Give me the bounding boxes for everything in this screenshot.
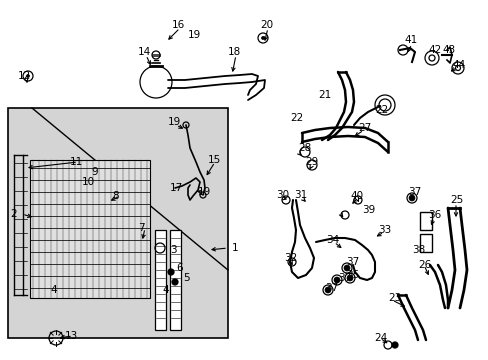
- Text: 26: 26: [417, 260, 430, 270]
- Text: 27: 27: [357, 123, 370, 133]
- Text: 37: 37: [325, 283, 338, 293]
- Bar: [419, 234, 431, 252]
- Circle shape: [346, 275, 352, 281]
- Text: 1: 1: [231, 243, 238, 253]
- Text: 29: 29: [305, 157, 318, 167]
- Text: 7: 7: [138, 223, 144, 233]
- Text: 20: 20: [260, 20, 273, 30]
- Text: 12: 12: [18, 71, 31, 81]
- Text: 19: 19: [168, 117, 181, 127]
- Text: 23: 23: [387, 293, 401, 303]
- Bar: [170, 230, 181, 330]
- Text: 21: 21: [317, 90, 330, 100]
- Text: 11: 11: [70, 157, 83, 167]
- Text: 13: 13: [65, 331, 78, 341]
- Text: 31: 31: [293, 190, 306, 200]
- Text: 19: 19: [198, 187, 211, 197]
- Circle shape: [343, 265, 349, 271]
- Text: 17: 17: [170, 183, 183, 193]
- Text: 44: 44: [451, 60, 464, 70]
- Text: 36: 36: [427, 210, 440, 220]
- Text: 43: 43: [441, 45, 454, 55]
- Circle shape: [391, 342, 397, 348]
- Bar: [30, 160, 150, 298]
- Text: 37: 37: [346, 257, 359, 267]
- Text: 42: 42: [427, 45, 440, 55]
- Circle shape: [325, 287, 330, 293]
- Text: 15: 15: [207, 155, 221, 165]
- Circle shape: [408, 195, 414, 201]
- Bar: [155, 230, 165, 330]
- Text: 33: 33: [377, 225, 390, 235]
- Text: 37: 37: [407, 187, 420, 197]
- Text: 5: 5: [183, 273, 189, 283]
- Text: 4: 4: [162, 285, 168, 295]
- Text: 22: 22: [289, 113, 303, 123]
- Text: 16: 16: [172, 20, 185, 30]
- Text: 38: 38: [411, 245, 425, 255]
- Text: 25: 25: [449, 195, 462, 205]
- Text: 41: 41: [403, 35, 416, 45]
- Circle shape: [333, 277, 339, 283]
- Text: 19: 19: [187, 30, 201, 40]
- Text: 3: 3: [170, 245, 176, 255]
- Text: 22: 22: [374, 105, 387, 115]
- Text: 6: 6: [176, 263, 182, 273]
- Text: 18: 18: [227, 47, 241, 57]
- Text: 40: 40: [349, 191, 363, 201]
- Text: 30: 30: [275, 190, 288, 200]
- Text: 39: 39: [361, 205, 374, 215]
- Text: 2: 2: [10, 209, 17, 219]
- Text: 35: 35: [346, 270, 359, 280]
- Polygon shape: [8, 108, 227, 338]
- Text: 10: 10: [82, 177, 95, 187]
- Text: 34: 34: [325, 235, 339, 245]
- Text: 37: 37: [337, 273, 350, 283]
- Text: 9: 9: [91, 167, 98, 177]
- Circle shape: [168, 269, 174, 275]
- Text: 32: 32: [284, 253, 297, 263]
- Text: 14: 14: [138, 47, 151, 57]
- Text: 4: 4: [50, 285, 57, 295]
- Circle shape: [172, 279, 178, 285]
- Bar: [419, 212, 431, 230]
- Text: 24: 24: [373, 333, 386, 343]
- Circle shape: [261, 36, 264, 40]
- Text: 8: 8: [112, 191, 119, 201]
- Text: 28: 28: [297, 143, 311, 153]
- Circle shape: [26, 75, 29, 77]
